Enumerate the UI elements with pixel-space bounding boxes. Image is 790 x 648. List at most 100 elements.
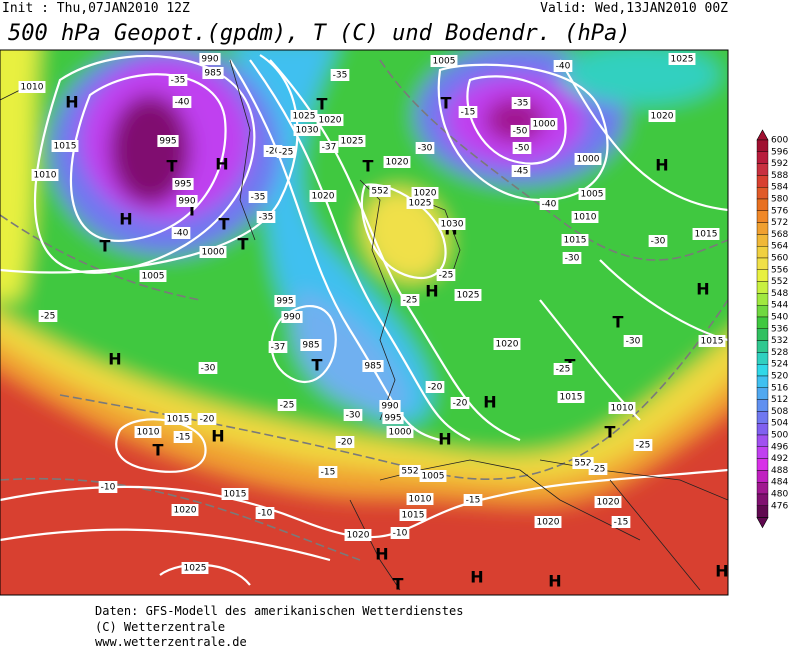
pressure-center: T: [312, 356, 323, 375]
colorbar-swatch: [756, 269, 769, 282]
contour-label: 1015: [560, 393, 583, 403]
contour-label: -35: [251, 193, 266, 203]
contour-label-box: [98, 481, 118, 493]
contour-label: -25: [591, 465, 606, 475]
contour-label-box: [633, 439, 653, 451]
contour-label-box: [493, 338, 521, 350]
contour-label: -30: [346, 411, 361, 421]
contour-label: -15: [176, 433, 191, 443]
contour-label: -35: [171, 76, 186, 86]
contour-label-group: -30: [648, 235, 668, 247]
contour-label-group: -20: [335, 436, 355, 448]
valid-time: Valid: Wed,13JAN2010 00Z: [540, 1, 728, 16]
pressure-center: T: [100, 237, 111, 256]
contour-label: -25: [41, 312, 56, 322]
contour-label: 1000: [533, 120, 556, 130]
contour-label-box: [511, 165, 531, 177]
colorbar-swatch: [756, 234, 769, 247]
colorbar-swatch: [756, 399, 769, 412]
contour-label-box: [399, 465, 421, 477]
pressure-center: T: [363, 157, 374, 176]
contour-label-group: -40: [539, 198, 559, 210]
contour-label: 1015: [54, 142, 77, 152]
colorbar-swatch: [756, 387, 769, 400]
pressure-center: H: [215, 155, 228, 174]
contour-label-box: [611, 516, 631, 528]
contour-label-box: [256, 211, 276, 223]
contour-label: -15: [461, 108, 476, 118]
contour-label-group: 1030: [293, 124, 321, 136]
contour-label-group: 985: [362, 360, 384, 372]
contour-label-group: -25: [553, 363, 573, 375]
contour-label-group: 1020: [309, 190, 337, 202]
contour-label-group: -15: [463, 494, 483, 506]
colorbar-swatch: [756, 411, 769, 424]
pressure-center: H: [438, 430, 451, 449]
map-frame: [0, 49, 729, 596]
contour-label-group: 985: [300, 339, 322, 351]
contour-label: -45: [514, 167, 529, 177]
contour-label-group: -40: [171, 227, 191, 239]
contour-label-box: [290, 110, 318, 122]
pressure-center: H: [119, 210, 132, 229]
contour-label-group: -37: [268, 341, 288, 353]
contour-label-box: [173, 431, 193, 443]
contour-label-box: [588, 463, 608, 475]
contour-label: 985: [204, 69, 221, 79]
contour-label: 1010: [611, 404, 634, 414]
footer-url: www.wetterzentrale.de: [95, 635, 247, 648]
contour-label: -37: [322, 143, 337, 153]
contour-label: -25: [403, 296, 418, 306]
contour-label-group: -30: [415, 142, 435, 154]
contour-label: 1015: [564, 236, 587, 246]
colorbar-swatch: [756, 423, 769, 436]
contour-label: -30: [565, 254, 580, 264]
contour-label-box: [511, 97, 531, 109]
contour-label: 1010: [137, 428, 160, 438]
contour-label: 1010: [34, 171, 57, 181]
contour-label-box: [557, 391, 585, 403]
contour-label: -10: [393, 529, 408, 539]
colorbar-label: 548: [771, 289, 788, 299]
contour-label-group: -40: [172, 96, 192, 108]
contour-label-box: [198, 362, 218, 374]
contour-label-group: 1015: [164, 413, 192, 425]
contour-label-group: 990: [176, 195, 198, 207]
contour-label-group: -25: [277, 399, 297, 411]
init-time: Init : Thu,07JAN2010 12Z: [2, 1, 190, 16]
contour-label: -25: [636, 441, 651, 451]
contour-label-box: [400, 294, 420, 306]
colorbar-swatch: [756, 316, 769, 330]
contour-label-group: 1030: [438, 218, 466, 230]
contour-label-group: 1020: [383, 156, 411, 168]
colorbar-label: 544: [771, 301, 788, 311]
contour-label-group: 1010: [608, 402, 636, 414]
contour-label-box: [248, 191, 268, 203]
contour-label: 1025: [671, 55, 694, 65]
colorbar-label: 488: [771, 466, 788, 476]
contour-label-box: [335, 436, 355, 448]
colorbar-label: 576: [771, 206, 788, 216]
contour-label: 1005: [433, 57, 456, 67]
contour-label-box: [623, 335, 643, 347]
contour-label-group: 1015: [692, 228, 720, 240]
contour-label-group: 1020: [594, 496, 622, 508]
contour-label-group: 552: [399, 465, 421, 477]
pressure-center: H: [470, 568, 483, 587]
pressure-center: H: [483, 393, 496, 412]
contour-label: 1020: [386, 158, 409, 168]
contour-label: 552: [401, 467, 418, 477]
map-title: 500 hPa Geopot.(gpdm), T (C) und Bodendr…: [8, 21, 631, 46]
contour-label-box: [419, 470, 447, 482]
contour-label: 552: [574, 459, 591, 469]
map: HHTTTHTTHTHTTTHTHHTHHTHHTHHTH10101015101…: [0, 50, 728, 595]
contour-label: 1025: [184, 564, 207, 574]
contour-label-box: [255, 507, 275, 519]
contour-label: 995: [384, 414, 401, 424]
colorbar-label: 592: [771, 159, 788, 169]
contour-label-group: 1020: [648, 110, 676, 122]
contour-label: 1020: [597, 498, 620, 508]
contour-label-group: -35: [168, 74, 188, 86]
contour-label: -10: [101, 483, 116, 493]
contour-label-group: 990: [199, 53, 221, 65]
